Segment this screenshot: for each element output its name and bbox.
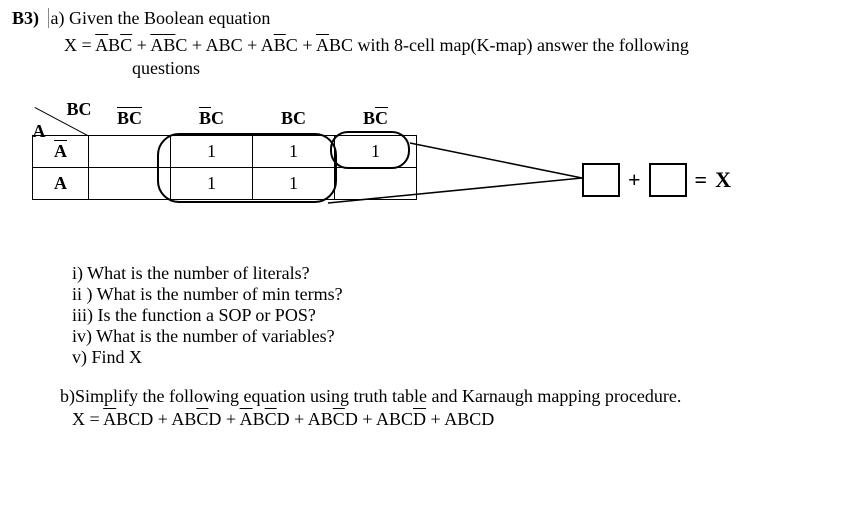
kmap-connector-lines	[32, 103, 592, 223]
sub-questions: i) What is the number of literals? ii ) …	[72, 263, 848, 368]
subq-i: i) What is the number of literals?	[72, 263, 848, 284]
subq-iv: iv) What is the number of variables?	[72, 326, 848, 347]
subq-ii: ii ) What is the number of min terms?	[72, 284, 848, 305]
question-header: B3) a) Given the Boolean equation	[12, 8, 848, 29]
equation-sub: questions	[132, 58, 848, 79]
subq-v: v) Find X	[72, 347, 848, 368]
part-b-text: b)Simplify the following equation using …	[60, 386, 848, 407]
result-box-1	[582, 163, 620, 197]
kmap-diagram: A BC BC BC BC BC A 1 1 1 A 1 1	[32, 103, 848, 223]
result-expression: + = X	[582, 163, 731, 197]
boolean-equation: X = ABC + ABC + ABC + ABC + ABC with 8-c…	[64, 35, 848, 56]
result-box-2	[649, 163, 687, 197]
q-number: B3)	[12, 8, 39, 28]
part-a-text: a) Given the Boolean equation	[51, 8, 271, 28]
subq-iii: iii) Is the function a SOP or POS?	[72, 305, 848, 326]
part-b-equation: X = ABCD + ABCD + ABCD + ABCD + ABCD + A…	[72, 409, 848, 430]
